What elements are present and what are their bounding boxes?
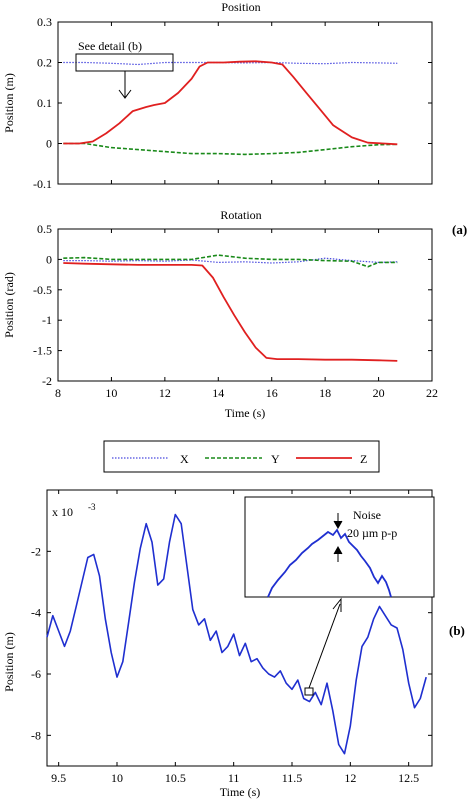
- x-tick-label: 11.5: [282, 771, 303, 785]
- y-tick-label: 0.2: [37, 56, 52, 70]
- detail-callout-arrowhead: [332, 597, 342, 612]
- detail-plot-frame: [46, 489, 433, 767]
- series-line-x: [63, 257, 398, 264]
- detail-plot: 9.5 10 10.5 11 11.5 12 12.5 -8 -6 -4 -2 Position (…: [2, 489, 435, 799]
- detail-plot-ylabel: Position (m): [2, 632, 16, 692]
- x-tick-label: 22: [426, 386, 438, 400]
- y-tick-label: -4: [31, 606, 41, 620]
- x-tick-label: 12: [159, 386, 171, 400]
- inset-bottom-arrowhead: [333, 545, 343, 555]
- x-tick-label: 10.5: [165, 771, 186, 785]
- legend: X Y Z: [103, 440, 380, 473]
- rotation-plot: Rotation 8 10 12 14 16 18 20 22 -2 -1.5 -1 -0.5 0 0.5…: [2, 208, 438, 420]
- y-tick-label: -1: [42, 313, 52, 327]
- inset-noise-sublabel: 20 µm p-p: [347, 526, 397, 540]
- y-tick-label: 0.1: [37, 96, 52, 110]
- inset-noise-label: Noise: [353, 508, 381, 522]
- x-tick-label: 8: [55, 386, 61, 400]
- x-tick-label: 9.5: [51, 771, 66, 785]
- see-detail-arrowhead: [118, 89, 132, 99]
- series-line-z: [63, 60, 398, 146]
- y-tick-label: -0.5: [33, 283, 52, 297]
- legend-y-label: Y: [271, 452, 280, 466]
- y-tick-label: -0.1: [33, 177, 52, 191]
- x-tick-label: 12: [344, 771, 356, 785]
- detail-plot-scale-exponent: -3: [88, 502, 96, 512]
- y-tick-label: -6: [31, 667, 41, 681]
- legend-x-label: X: [180, 452, 189, 466]
- x-tick-label: 14: [212, 386, 224, 400]
- legend-z-label: Z: [360, 452, 367, 466]
- x-tick-label: 20: [373, 386, 385, 400]
- y-tick-label: 0: [46, 137, 52, 151]
- y-tick-label: -8: [31, 728, 41, 742]
- position-plot-ylabel: Position (m): [2, 73, 16, 133]
- inset-frame: [244, 496, 435, 598]
- series-line-y: [63, 254, 398, 268]
- y-tick-label: -1.5: [33, 344, 52, 358]
- x-tick-label: 11: [228, 771, 240, 785]
- y-tick-label: 0.5: [37, 222, 52, 236]
- detail-plot-scale-label: x 10: [52, 505, 73, 519]
- position-plot-title: Position: [221, 0, 260, 14]
- x-tick-label: 12.5: [398, 771, 419, 785]
- detail-plot-xlabel: Time (s): [220, 785, 261, 799]
- y-tick-label: -2: [31, 544, 41, 558]
- rotation-plot-title: Rotation: [220, 208, 261, 222]
- y-tick-label: -2: [42, 374, 52, 388]
- inset-noise-line: [267, 528, 392, 598]
- series-line-z: [63, 262, 398, 362]
- inset-top-arrowhead: [333, 520, 343, 530]
- y-tick-label: 0.3: [37, 15, 52, 29]
- panel-label-a: (a): [452, 222, 467, 237]
- see-detail-annotation: See detail (b): [78, 39, 142, 53]
- series-line-y: [63, 142, 398, 156]
- position-plot: Position -0.1 0 0.1 0.2 0.3 Position (m) See…: [2, 0, 433, 191]
- rotation-plot-ylabel: Position (rad): [2, 272, 16, 338]
- x-tick-label: 16: [266, 386, 278, 400]
- y-tick-label: 0: [46, 252, 52, 266]
- panel-label-b: (b): [449, 623, 465, 638]
- rotation-plot-xlabel: Time (s): [225, 406, 266, 420]
- x-tick-label: 10: [105, 386, 117, 400]
- x-tick-label: 18: [319, 386, 331, 400]
- rotation-plot-frame: [57, 228, 433, 382]
- detail-callout-arrow: [308, 603, 341, 689]
- detail-marker-box: [304, 687, 314, 696]
- legend-frame: [103, 440, 380, 473]
- x-tick-label: 10: [111, 771, 123, 785]
- series-line-z-detail: [46, 513, 427, 755]
